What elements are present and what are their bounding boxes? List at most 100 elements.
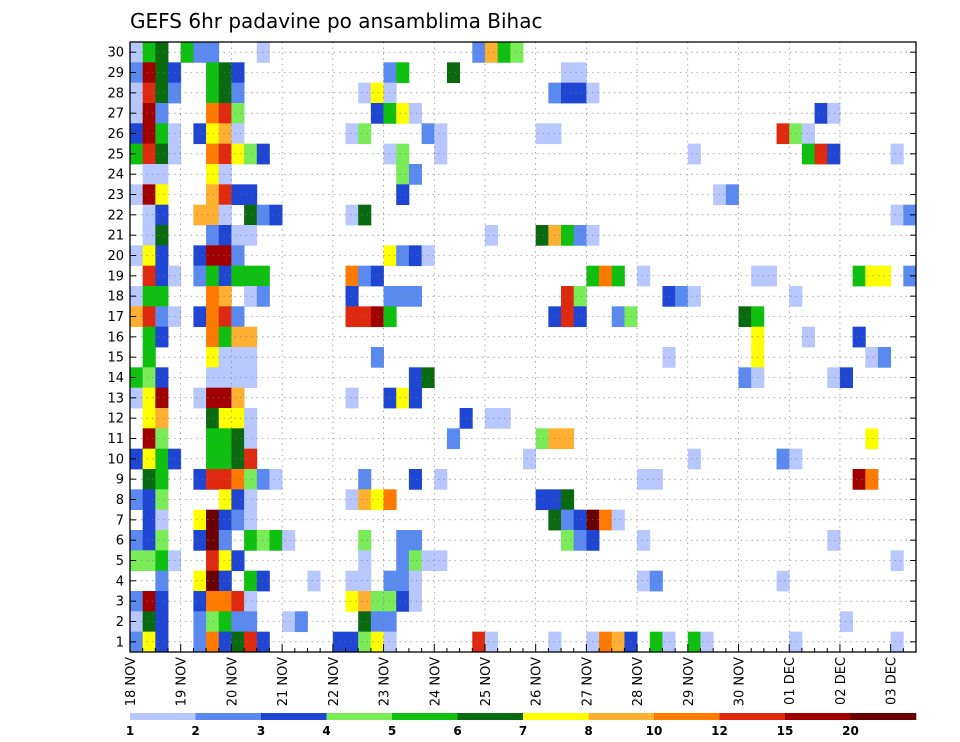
y-tick-label: 14: [107, 371, 124, 386]
heatmap-cell: [687, 448, 701, 470]
heatmap-cell: [142, 387, 156, 409]
y-axis-ticks: 1234567891011121314151617181920212223242…: [107, 46, 916, 650]
y-tick-label: 24: [107, 168, 124, 183]
heatmap-cell: [890, 204, 904, 226]
heatmap-cell: [738, 306, 752, 328]
heatmap-cell: [383, 591, 397, 612]
heatmap-cell: [408, 530, 422, 551]
heatmap-cell: [561, 489, 575, 511]
heatmap-cell: [244, 143, 258, 165]
heatmap-cell: [142, 245, 156, 267]
heatmap-cell: [370, 631, 384, 653]
heatmap-cell: [244, 225, 258, 246]
heatmap-cell: [155, 469, 169, 490]
heatmap-cell: [231, 123, 245, 145]
heatmap-cell: [396, 103, 410, 124]
heatmap-cell: [383, 611, 397, 633]
heatmap-cell: [218, 103, 232, 124]
heatmap-cell: [358, 489, 372, 511]
colorbar-swatch: [850, 713, 917, 720]
x-tick-label: 02 DEC: [834, 657, 849, 705]
heatmap-cell: [142, 367, 156, 389]
heatmap-cell: [865, 265, 879, 287]
heatmap-cell: [396, 164, 410, 185]
y-tick-label: 30: [107, 46, 124, 61]
heatmap-cell: [193, 123, 207, 145]
heatmap-cell: [599, 265, 613, 287]
heatmap-cell: [142, 469, 156, 490]
heatmap-cell: [142, 489, 156, 511]
heatmap-cell: [738, 367, 752, 389]
heatmap-cell: [155, 225, 169, 246]
colorbar-swatch: [195, 713, 262, 720]
heatmap-cell: [193, 611, 207, 633]
heatmap-cell: [370, 306, 384, 328]
heatmap-cell: [155, 204, 169, 226]
heatmap-cell: [358, 591, 372, 612]
heatmap-cell: [434, 469, 448, 490]
heatmap-cell: [358, 265, 372, 287]
x-tick-label: 28 NOV: [631, 657, 646, 706]
heatmap-cell: [142, 225, 156, 246]
heatmap-cell: [231, 591, 245, 612]
colorbar-label: 15: [777, 724, 794, 738]
heatmap-cell: [345, 591, 359, 612]
heatmap-cell: [472, 42, 486, 63]
heatmap-cell: [218, 265, 232, 287]
heatmap-cell: [370, 489, 384, 511]
heatmap-cell: [244, 509, 258, 531]
heatmap-cell: [155, 387, 169, 409]
heatmap-cell: [193, 306, 207, 328]
heatmap-cell: [155, 306, 169, 328]
y-tick-label: 5: [116, 554, 124, 569]
heatmap-cell: [231, 306, 245, 328]
heatmap-cell: [662, 286, 676, 307]
heatmap-cell: [649, 631, 663, 653]
heatmap-cell: [155, 103, 169, 124]
heatmap-cell: [155, 550, 169, 572]
heatmap-cell: [155, 164, 169, 185]
heatmap-cell: [142, 509, 156, 531]
heatmap-cell: [573, 306, 587, 328]
heatmap-cell: [370, 591, 384, 612]
x-tick-label: 20 NOV: [225, 657, 240, 706]
heatmap-cell: [370, 103, 384, 124]
heatmap-cell: [193, 631, 207, 653]
heatmap-cell: [890, 550, 904, 572]
heatmap-cell: [142, 611, 156, 633]
heatmap-cell: [142, 265, 156, 287]
heatmap-cell: [383, 103, 397, 124]
heatmap-cell: [193, 469, 207, 490]
heatmap-cell: [218, 143, 232, 165]
heatmap-cell: [244, 530, 258, 551]
heatmap-cell: [142, 591, 156, 612]
heatmap-cell: [396, 550, 410, 572]
heatmap-cell: [637, 570, 651, 592]
colorbar-label: 5: [388, 724, 396, 738]
heatmap-cell: [155, 123, 169, 145]
colorbar-swatch: [719, 713, 786, 720]
heatmap-cell: [814, 143, 828, 165]
grid-lines: [130, 42, 916, 652]
heatmap-cell: [193, 570, 207, 592]
colorbar-label: 3: [257, 724, 265, 738]
heatmap-cell: [218, 286, 232, 307]
heatmap-cell: [561, 82, 575, 104]
heatmap-cell: [231, 347, 245, 368]
x-tick-label: 18 NOV: [124, 657, 139, 706]
y-tick-label: 28: [107, 86, 124, 101]
heatmap-cell: [231, 225, 245, 246]
chart-title: GEFS 6hr padavine po ansamblima Bihac: [130, 9, 542, 33]
heatmap-cell: [903, 204, 917, 226]
heatmap-cell: [865, 428, 879, 450]
heatmap-cell: [358, 204, 372, 226]
heatmap-cell: [193, 265, 207, 287]
heatmap-cell: [408, 103, 422, 124]
heatmap-cell: [345, 265, 359, 287]
heatmap-cell: [358, 123, 372, 145]
colorbar-swatch: [654, 713, 720, 720]
heatmap-cell: [345, 631, 359, 653]
heatmap-cell: [155, 530, 169, 551]
y-tick-label: 4: [116, 574, 124, 589]
heatmap-cell: [244, 204, 258, 226]
